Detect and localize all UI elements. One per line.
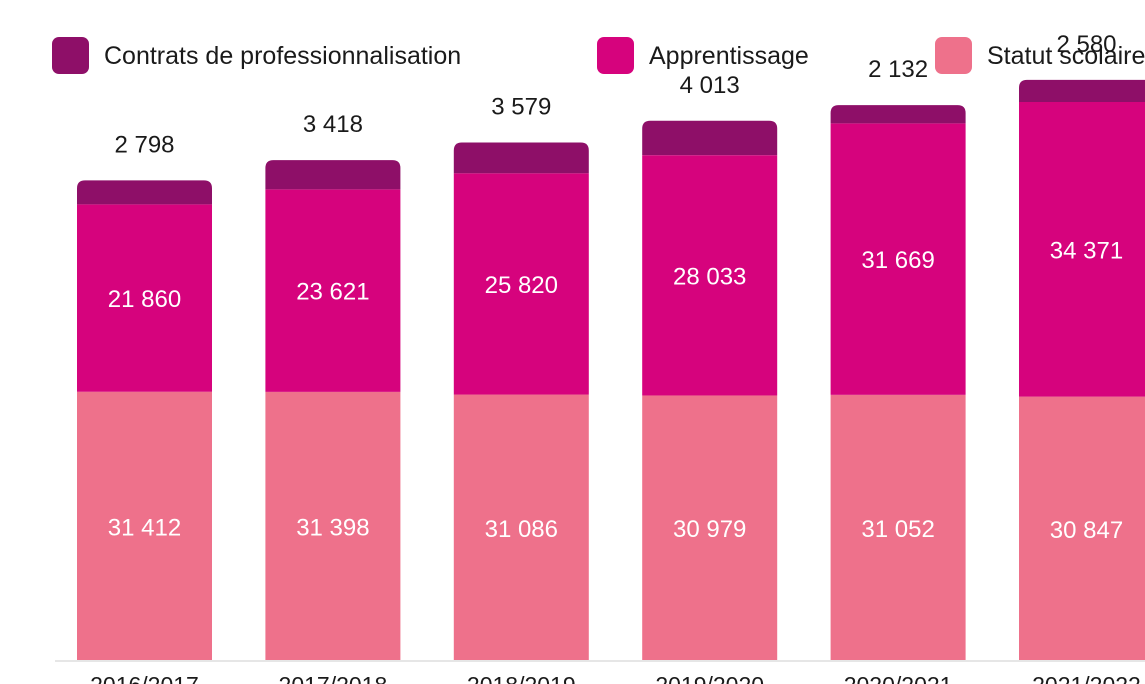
data-label: 34 371	[1050, 237, 1123, 264]
bar-segment	[642, 120, 778, 156]
data-label: 30 847	[1050, 517, 1123, 544]
bar-segment	[1019, 396, 1145, 661]
data-label: 2 798	[114, 131, 174, 158]
data-label: 3 579	[491, 94, 551, 121]
legend-label: Apprentissage	[649, 42, 809, 70]
bar-group: 30 847 34 371 2 580	[1019, 31, 1145, 661]
x-tick-label: 2018/2019	[467, 672, 576, 684]
bar-group: 31 412 21 860 2 798	[77, 131, 212, 661]
bar-segment	[77, 180, 212, 205]
data-label: 31 086	[485, 516, 558, 543]
data-label: 2 132	[868, 56, 928, 83]
bar-group: 31 398 23 621 3 418	[265, 111, 401, 661]
bar-segment	[453, 394, 589, 661]
bar-segment	[265, 160, 401, 190]
bar-segment	[642, 395, 778, 661]
legend-label: Contrats de professionnalisation	[104, 42, 461, 70]
bar-segment	[830, 394, 966, 661]
bar-segment	[642, 155, 778, 396]
bar-segment	[453, 142, 589, 174]
data-label: 31 412	[108, 514, 181, 541]
bar-segment	[830, 123, 966, 395]
legend-swatch	[935, 37, 972, 74]
data-label: 21 860	[108, 286, 181, 313]
data-label: 4 013	[680, 72, 740, 99]
plot-area: 31 412 21 860 2 798 31 398 23 621 3 418 31 086…	[77, 31, 1145, 661]
x-tick-label: 2016/2017	[90, 672, 199, 684]
bar-segment	[77, 204, 212, 392]
bar-segment	[1019, 79, 1145, 102]
data-label: 3 418	[303, 111, 363, 138]
bar-group: 31 086 25 820 3 579	[453, 94, 589, 661]
x-axis-ticks: 2016/2017 2017/2018 2018/2019 2019/2020 2020…	[90, 672, 1141, 684]
bar-segment	[77, 391, 212, 661]
legend-label: Statut scolaire	[987, 42, 1145, 70]
x-tick-label: 2019/2020	[655, 672, 764, 684]
data-label: 31 052	[861, 516, 934, 543]
data-label: 31 398	[296, 514, 369, 541]
legend: Contrats de professionnalisation Apprenti…	[52, 37, 1145, 74]
data-label: 28 033	[673, 263, 746, 290]
data-label: 23 621	[296, 279, 369, 306]
legend-swatch	[597, 37, 634, 74]
bar-segment	[1019, 101, 1145, 397]
bar-group: 30 979 28 033 4 013	[642, 72, 778, 661]
x-tick-label: 2020/2021	[844, 672, 953, 684]
data-label: 30 979	[673, 516, 746, 543]
x-tick-label: 2021/2022	[1032, 672, 1141, 684]
bar-group: 31 052 31 669 2 132	[830, 56, 966, 661]
data-label: 31 669	[861, 247, 934, 274]
legend-swatch	[52, 37, 89, 74]
x-tick-label: 2017/2018	[279, 672, 388, 684]
bar-segment	[265, 189, 401, 392]
bar-segment	[830, 105, 966, 124]
bar-segment	[265, 391, 401, 661]
bar-segment	[453, 173, 589, 395]
data-label: 2 580	[1056, 31, 1116, 58]
data-label: 25 820	[485, 272, 558, 299]
